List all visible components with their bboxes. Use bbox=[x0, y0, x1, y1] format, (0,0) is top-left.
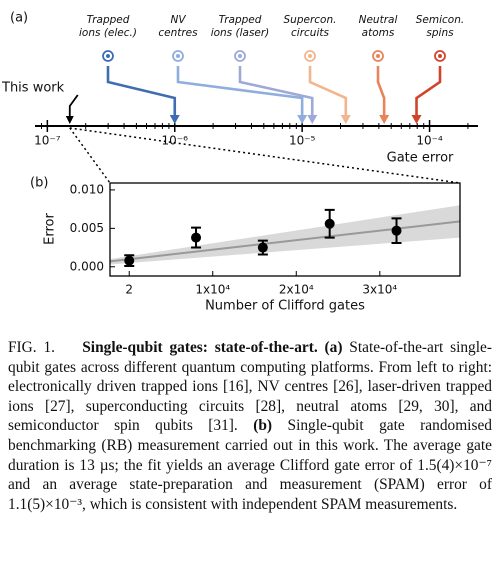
x-tick-label: 1x10⁴ bbox=[195, 283, 230, 297]
platform-arrow-head bbox=[307, 115, 318, 124]
caption-panel-label: (a) bbox=[324, 339, 343, 356]
platform-label: spins bbox=[426, 27, 454, 39]
panel-label: (a) bbox=[10, 11, 28, 26]
caption-panel-label: (b) bbox=[253, 417, 273, 435]
highlight-arrow-head bbox=[65, 116, 74, 124]
platform-label: Semicon. bbox=[416, 14, 464, 26]
platform-icon bbox=[308, 54, 312, 58]
platform-arrow bbox=[308, 66, 348, 117]
platform-icon bbox=[304, 50, 316, 62]
platform-arrow bbox=[376, 66, 386, 117]
platform-arrow bbox=[106, 66, 177, 117]
caption-text: Single-qubit gate randomised benchmarkin… bbox=[8, 417, 492, 513]
figure: (a) Gate error This work (b) Number of C… bbox=[1, 11, 478, 314]
platform-label: NV bbox=[170, 14, 186, 26]
data-point bbox=[124, 255, 135, 266]
platform-label: Trapped bbox=[219, 14, 262, 26]
platform-label: ions (laser) bbox=[211, 27, 270, 39]
y-tick-label: 0.010 bbox=[70, 182, 104, 196]
platform-label: atoms bbox=[362, 27, 395, 39]
x-tick-label: 10⁻⁴ bbox=[416, 134, 443, 148]
y-tick-label: 0.000 bbox=[70, 259, 104, 273]
platform-arrow-head bbox=[297, 115, 308, 124]
platform-icon bbox=[434, 50, 446, 62]
platform-icon bbox=[102, 50, 114, 62]
platform-label: Trapped bbox=[87, 14, 130, 26]
platform-label: Supercon. bbox=[284, 14, 337, 26]
platform-icon bbox=[238, 54, 242, 58]
platform-icon bbox=[376, 54, 380, 58]
fit-band bbox=[110, 205, 460, 265]
data-point bbox=[324, 218, 335, 229]
platform-arrow bbox=[238, 66, 314, 117]
platform-label: Neutral bbox=[359, 14, 398, 26]
zoom-line bbox=[69, 127, 111, 184]
platform-arrow-head bbox=[169, 115, 180, 124]
x-tick-label: 2 bbox=[125, 283, 133, 297]
platform-icon bbox=[172, 50, 184, 62]
x-tick-label: 2x10⁴ bbox=[279, 283, 314, 297]
plot-frame bbox=[109, 182, 461, 277]
platform-icon bbox=[234, 50, 246, 62]
data-point bbox=[191, 232, 202, 243]
platform-icon bbox=[438, 54, 442, 58]
platform-arrow bbox=[176, 66, 304, 117]
platform-icon bbox=[176, 54, 180, 58]
caption: FIG. 1. Single-qubit gates: state-of-the… bbox=[8, 338, 492, 514]
platform-arrow-head bbox=[379, 115, 390, 124]
fit-line bbox=[109, 220, 461, 263]
platform-icon bbox=[106, 54, 110, 58]
platform-icon bbox=[372, 50, 384, 62]
platform-arrow-head bbox=[340, 115, 351, 124]
highlight-label: This work bbox=[1, 81, 65, 96]
data-point bbox=[391, 225, 402, 236]
platform-arrow-head bbox=[411, 115, 422, 124]
platform-arrow bbox=[415, 66, 442, 117]
caption-label: FIG. 1. bbox=[8, 339, 55, 356]
x-tick-label: 10⁻⁵ bbox=[289, 134, 316, 148]
x-axis-label: Gate error bbox=[387, 151, 454, 166]
x-tick-label: 10⁻⁶ bbox=[162, 134, 189, 148]
platform-label: circuits bbox=[291, 27, 329, 39]
data-point bbox=[257, 242, 268, 253]
x-tick-label: 10⁻⁷ bbox=[34, 134, 61, 148]
x-axis-label: Number of Clifford gates bbox=[205, 299, 365, 314]
y-axis-label: Error bbox=[43, 213, 58, 245]
highlight-arrow bbox=[68, 94, 79, 117]
zoom-line bbox=[69, 127, 461, 184]
x-tick-label: 3x10⁴ bbox=[362, 283, 397, 297]
platform-label: ions (elec.) bbox=[79, 27, 137, 39]
panel-label: (b) bbox=[30, 176, 48, 191]
caption-title: Single-qubit gates: state-of-the-art. bbox=[82, 339, 318, 356]
caption-text: State-of-the-art single-qubit gates acro… bbox=[8, 339, 492, 435]
platform-label: centres bbox=[158, 27, 198, 39]
y-tick-label: 0.005 bbox=[70, 221, 104, 235]
